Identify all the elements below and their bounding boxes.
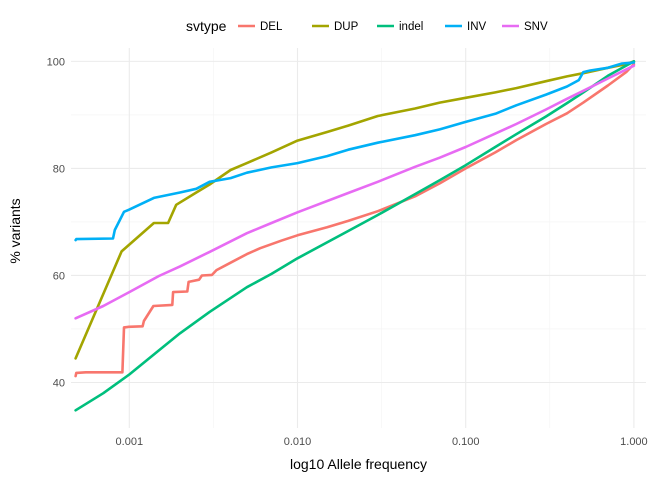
series-line-indel (74, 60, 636, 412)
x-tick-label: 0.010 (284, 436, 312, 448)
series-line-snv (74, 64, 636, 320)
series-line-del (74, 62, 636, 378)
x-tick-label: 0.100 (452, 436, 480, 448)
legend-item-snv: SNV (502, 21, 548, 33)
legend-item-indel: indel (377, 21, 423, 33)
x-tick-label: 0.001 (116, 436, 144, 448)
legend-item-dup: DUP (312, 21, 359, 33)
grid (71, 48, 646, 428)
legend-label: indel (399, 21, 423, 33)
legend-item-del: DEL (238, 21, 283, 33)
legend-item-inv: INV (445, 21, 487, 33)
y-tick-label: 80 (53, 163, 65, 175)
y-tick-label: 40 (53, 378, 65, 390)
y-tick-label: 100 (47, 56, 65, 68)
legend-title: svtype (186, 18, 227, 34)
series-line-dup (74, 60, 636, 360)
legend-items: DEL DUP indel INV SNV (238, 21, 548, 33)
x-tick-label: 1.000 (620, 436, 648, 448)
legend-label: INV (467, 21, 487, 33)
legend-label: DUP (334, 21, 359, 33)
series-lines (74, 60, 636, 412)
y-axis-title: % variants (7, 198, 23, 263)
legend: svtype DEL DUP indel INV SNV (186, 18, 548, 34)
legend-label: DEL (260, 21, 283, 33)
legend-label: SNV (524, 21, 548, 33)
series-line-inv (74, 61, 636, 242)
y-tick-label: 60 (53, 270, 65, 282)
y-axis: 40 60 80 100 (47, 56, 65, 389)
x-axis: 0.001 0.010 0.100 1.000 (116, 436, 648, 448)
x-axis-title: log10 Allele frequency (290, 456, 427, 472)
